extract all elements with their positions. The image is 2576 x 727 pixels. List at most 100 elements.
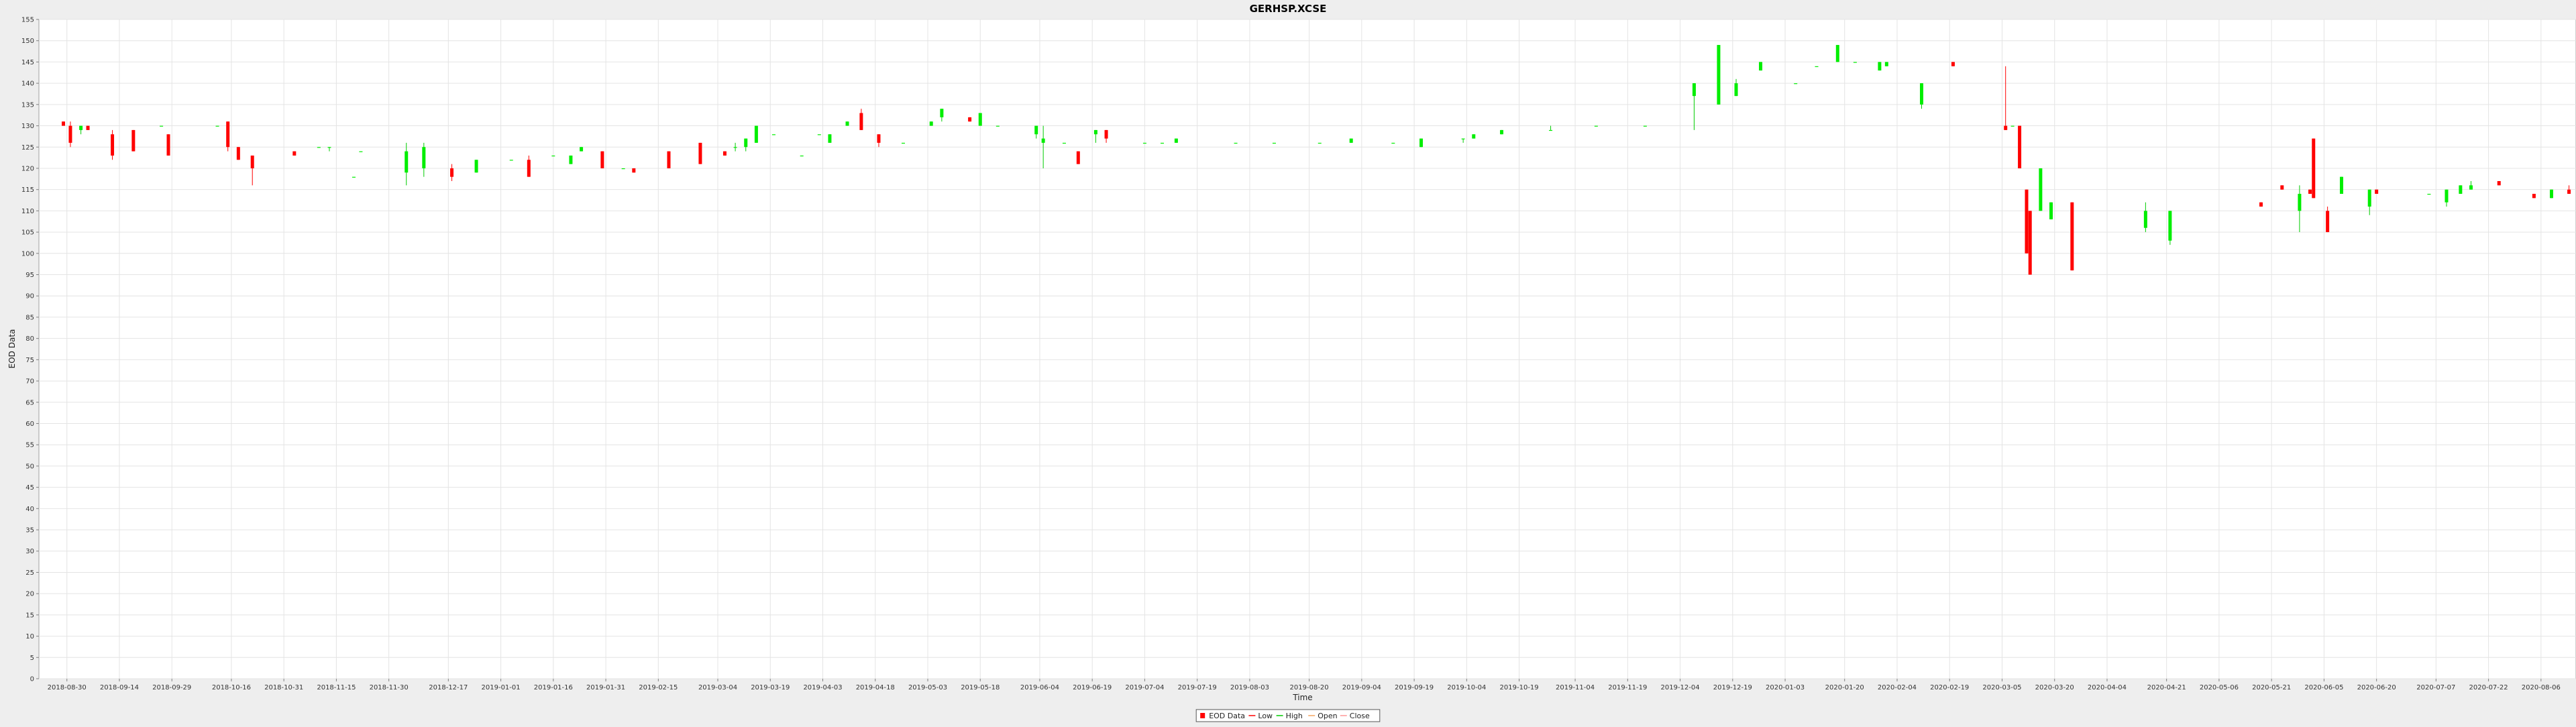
legend-entry-label: Close (1350, 712, 1370, 720)
candle-body (1391, 142, 1395, 144)
x-tick-label: 2019-03-19 (751, 684, 790, 691)
candle (226, 121, 230, 152)
candle (131, 129, 136, 152)
x-tick-label: 2019-03-04 (698, 684, 737, 691)
candle-body (771, 134, 775, 135)
y-tick-label: 115 (21, 186, 34, 194)
candle-body (1234, 142, 1238, 144)
x-tick-label: 2019-12-04 (1661, 684, 1700, 691)
y-tick-label: 65 (25, 399, 34, 406)
candle-body (2025, 189, 2029, 254)
candle-body (940, 109, 944, 117)
x-tick-label: 2020-08-06 (2522, 684, 2561, 691)
x-tick-label: 2018-11-15 (317, 684, 356, 691)
candle-body (968, 117, 972, 122)
candle (978, 113, 982, 126)
candle-body (1419, 138, 1424, 148)
candle (166, 134, 170, 156)
candle (2532, 194, 2536, 199)
y-tick-label: 75 (25, 357, 34, 364)
candle (2168, 211, 2172, 245)
candle-body (1878, 62, 1882, 71)
candle (1835, 45, 1839, 62)
candle-body (2028, 211, 2032, 275)
y-axis: 0 5 10 15 20 25 30 35 40 45 50 55 60 65 70 75 80 85 90 95 10… (21, 17, 39, 683)
candle (1794, 83, 1798, 85)
candle (1594, 125, 1598, 127)
candle-body (1041, 138, 1045, 143)
candle-body (600, 151, 604, 168)
candle-body (2018, 125, 2022, 168)
y-tick-label: 95 (25, 272, 34, 279)
candle-body (929, 121, 933, 126)
candles (62, 45, 2571, 275)
candle-body (2445, 189, 2449, 203)
legend-entry-label: EOD Data (1209, 712, 1245, 720)
x-axis: 2018-08-30 2018-09-14 2018-09-29 2018-10-16… (48, 679, 2561, 691)
candle (877, 134, 881, 148)
x-tick-label: 2020-03-05 (1982, 684, 2021, 691)
candle (2375, 189, 2379, 194)
candle-body (1794, 83, 1798, 85)
x-tick-label: 2019-02-15 (639, 684, 678, 691)
legend-entry-label: Open (1318, 712, 1337, 720)
candle-body (2259, 202, 2263, 207)
x-tick-label: 2020-01-03 (1766, 684, 1805, 691)
candle-body (1062, 142, 1066, 144)
candle-body (859, 113, 863, 130)
candle-body (2280, 185, 2284, 190)
candle-body (62, 121, 66, 126)
candle (2549, 189, 2553, 199)
candle (1034, 125, 1038, 139)
x-tick-label: 2018-09-29 (152, 684, 191, 691)
candle-body (2308, 189, 2312, 194)
candle (1062, 142, 1066, 144)
x-tick-label: 2018-11-30 (370, 684, 409, 691)
candle-body (1643, 125, 1647, 127)
candle-body (1161, 142, 1165, 144)
x-tick-label: 2019-08-03 (1230, 684, 1269, 691)
candle-body (2567, 189, 2571, 194)
candle-body (131, 129, 136, 152)
candle-body (1272, 142, 1276, 144)
candle-body (2532, 194, 2536, 199)
candle-body (828, 134, 832, 143)
candle (1643, 125, 1647, 127)
candle-body (667, 151, 671, 168)
candle (2497, 180, 2501, 186)
candle-body (569, 155, 573, 164)
candle-body (580, 147, 584, 152)
y-tick-label: 145 (21, 59, 34, 66)
candle (1920, 83, 1924, 109)
candle-body (1759, 62, 1763, 71)
candle (2326, 207, 2330, 233)
candle-body (292, 151, 297, 156)
y-tick-label: 85 (25, 314, 34, 321)
candle (2039, 168, 2043, 211)
candle (2049, 202, 2053, 220)
x-tick-label: 2020-04-04 (2088, 684, 2127, 691)
candle (1884, 62, 1888, 66)
candle (1878, 62, 1882, 71)
candle-body (226, 121, 230, 148)
candle (722, 151, 727, 156)
candle (1318, 142, 1322, 144)
x-tick-label: 2019-04-18 (856, 684, 895, 691)
candle (1951, 62, 1955, 66)
candle (2028, 211, 2032, 275)
candle (2280, 185, 2284, 190)
candle (632, 168, 636, 173)
x-axis-label: Time (1292, 693, 1312, 702)
candle (250, 155, 254, 186)
candle-body (845, 121, 849, 126)
x-tick-label: 2019-09-19 (1395, 684, 1434, 691)
candle-body (68, 125, 72, 143)
x-tick-label: 2019-01-01 (482, 684, 521, 691)
candle (1734, 78, 1738, 97)
x-tick-label: 2020-01-20 (1825, 684, 1864, 691)
y-tick-label: 60 (25, 421, 34, 428)
candle (845, 121, 849, 126)
candle (929, 121, 933, 126)
candle-body (317, 147, 321, 148)
